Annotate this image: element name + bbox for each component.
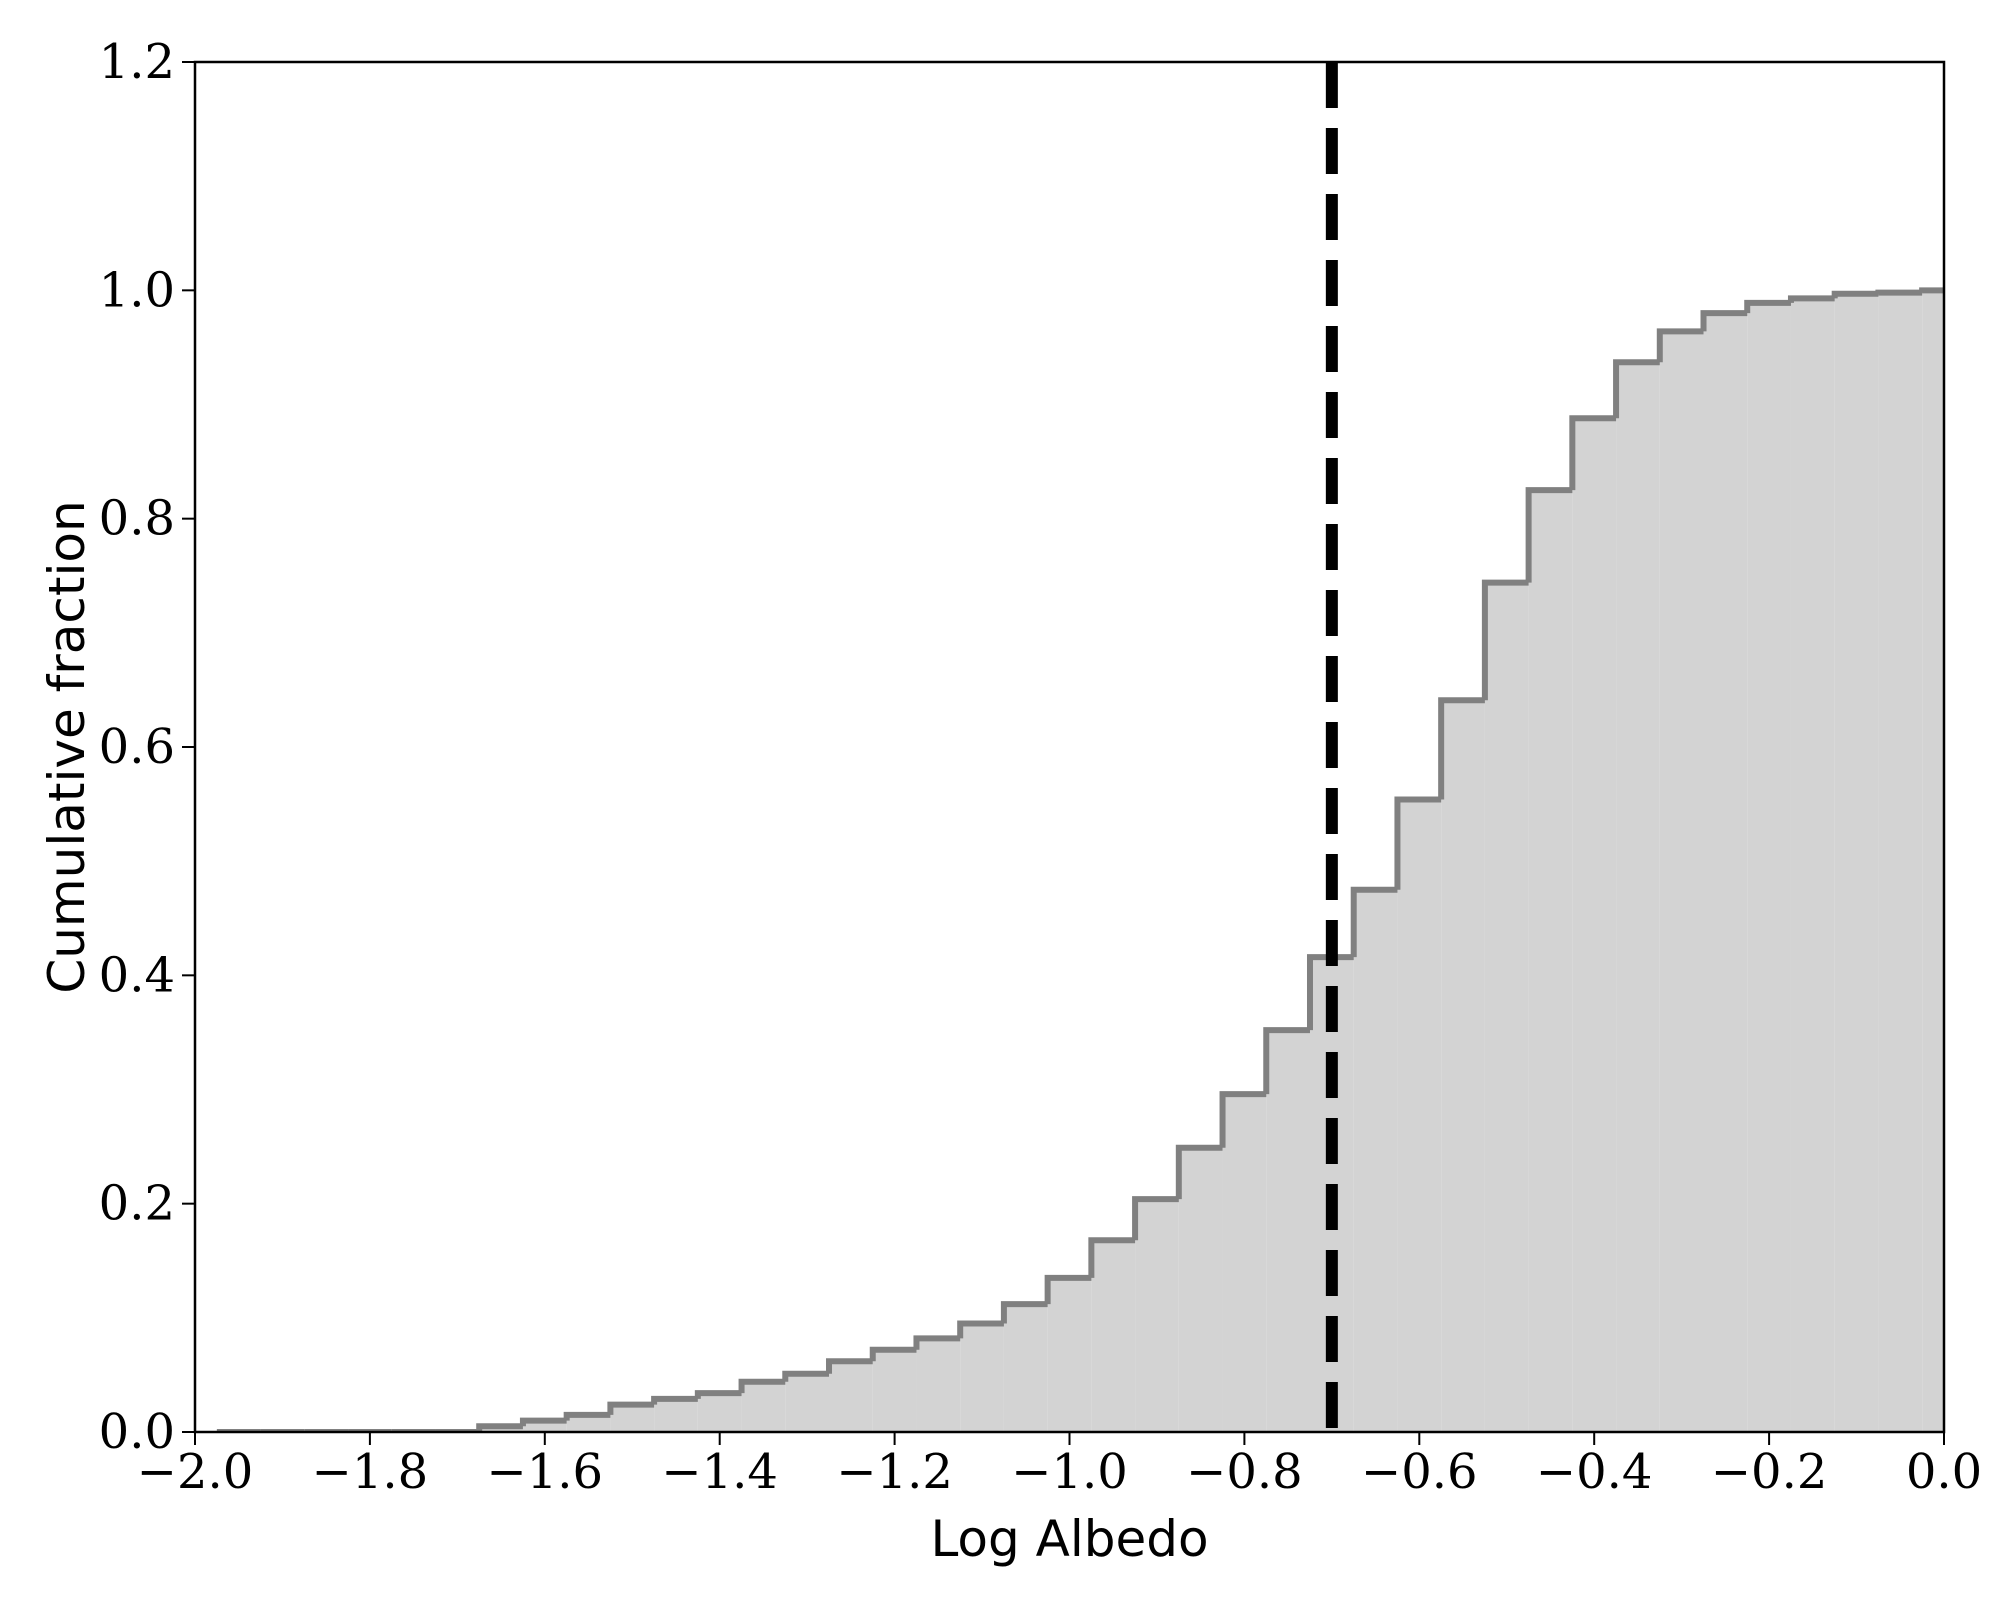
histogram-bar [1703,313,1748,1432]
histogram-bar [1484,582,1529,1432]
histogram-step [1306,954,1354,1031]
histogram-step [519,1417,567,1427]
y-axis-label: Cumulative fraction [38,500,96,993]
x-tick-label: −1.0 [1011,1444,1128,1500]
histogram-step [1175,1144,1223,1200]
histogram-step [563,1411,611,1421]
histogram-bar [654,1398,698,1432]
histogram-step [1000,1301,1048,1324]
histogram-step [1263,1027,1310,1095]
histogram-bar [1790,298,1835,1432]
histogram-step [957,1320,1004,1339]
histogram-step [1700,310,1748,332]
histogram-bar [697,1393,742,1432]
histogram-step [476,1423,523,1432]
y-tick-label: 0.6 [99,719,175,775]
histogram-step [869,1346,917,1362]
histogram-bar [1616,362,1660,1432]
histogram-step [1875,289,1923,296]
histogram-bar [1047,1277,1092,1432]
histogram-step [1088,1237,1136,1278]
histogram-step [1744,299,1791,314]
histogram-step [651,1395,698,1405]
histogram-bar [1922,290,1944,1432]
x-tick-label: −0.2 [1711,1444,1828,1500]
histogram-step [1613,359,1660,419]
histogram-bar [1659,331,1704,1432]
histogram-bar [1135,1199,1179,1432]
histogram-bar [522,1420,567,1432]
x-axis-label: Log Albedo [930,1510,1208,1568]
histogram-step [1831,290,1879,299]
histogram-bar [872,1349,917,1432]
histogram-bar [960,1323,1004,1432]
x-tick-label: −1.4 [661,1444,778,1500]
histogram-step [782,1370,830,1382]
histogram-bar [1266,1030,1310,1432]
histogram-step [1394,796,1442,890]
histogram-bar [1441,700,1485,1432]
histogram-step [1132,1196,1179,1241]
histogram-bar [566,1414,611,1432]
histogram-bar [610,1404,655,1432]
x-tick-label: −0.6 [1361,1444,1478,1500]
plot-area [216,62,1944,1432]
histogram-bar [741,1381,786,1432]
histogram-bar [1834,293,1879,1432]
histogram-step [826,1358,873,1374]
histogram-bar [1878,292,1923,1432]
histogram-step [1656,328,1704,363]
x-tick-label: −2.0 [137,1444,254,1500]
histogram-step [607,1401,655,1415]
x-tick-label: −1.2 [836,1444,953,1500]
y-tick-label: 1.0 [99,262,175,318]
histogram-step [1787,295,1835,303]
histogram-step [1044,1274,1092,1305]
histogram-bar [1091,1240,1136,1432]
y-tick-label: 0.8 [99,491,175,547]
histogram-step [1919,287,1944,294]
histogram-bar [829,1361,873,1432]
x-tick-label: 0.0 [1906,1444,1982,1500]
histogram-step [1350,886,1398,958]
histogram-bar [1003,1304,1048,1432]
histogram-bar [1572,418,1617,1432]
x-tick-label: −1.6 [487,1444,604,1500]
y-tick-label: 0.4 [99,947,175,1003]
y-tick-label: 0.0 [99,1404,175,1460]
histogram-step [913,1335,961,1350]
histogram-bar [1528,490,1573,1432]
histogram-bar [916,1338,961,1432]
histogram-step [1525,487,1573,583]
histogram-step [1438,697,1485,800]
x-tick-label: −1.8 [312,1444,429,1500]
y-tick-label: 0.2 [99,1176,175,1232]
histogram-step [694,1390,742,1399]
x-tick-label: −0.4 [1536,1444,1653,1500]
histogram-bar [1397,799,1442,1432]
histogram-bar [1353,889,1398,1432]
histogram-bar [785,1373,830,1432]
histogram-step [738,1378,786,1394]
y-tick-label: 1.2 [99,34,175,90]
histogram-step [1481,579,1529,701]
histogram-step [1569,415,1617,491]
histogram-bar [1222,1094,1267,1432]
histogram-step [1219,1091,1267,1148]
x-tick-label: −0.8 [1186,1444,1303,1500]
histogram-bar [1178,1147,1223,1432]
histogram-bar [1747,302,1791,1432]
